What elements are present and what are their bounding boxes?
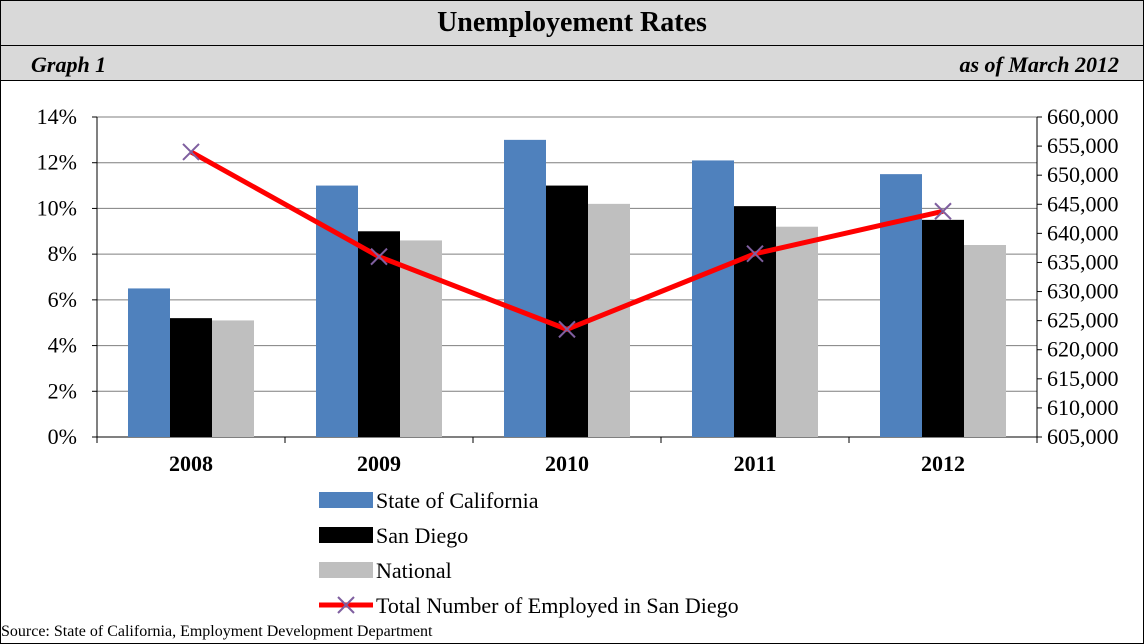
bar-state-of-california [692, 160, 734, 437]
category-label: 2009 [357, 451, 401, 476]
legend-label: Total Number of Employed in San Diego [376, 593, 739, 618]
left-tick-label: 4% [48, 333, 77, 358]
bar-state-of-california [128, 288, 170, 437]
left-tick-label: 10% [37, 195, 77, 220]
legend-swatch-state-of-california [319, 492, 373, 508]
left-tick-label: 6% [48, 287, 77, 312]
bar-national [776, 226, 818, 437]
employed-marker [182, 143, 200, 161]
bar-san-diego [922, 219, 964, 437]
category-label: 2008 [169, 451, 213, 476]
legend-label: National [376, 558, 452, 583]
left-tick-label: 14% [37, 104, 77, 129]
right-tick-label: 625,000 [1047, 308, 1119, 333]
source-note: Source: State of California, Employment … [1, 623, 433, 640]
chart-title: Unemployement Rates [437, 7, 707, 38]
bar-national [964, 245, 1006, 437]
right-tick-label: 650,000 [1047, 162, 1119, 187]
employed-marker [370, 247, 388, 266]
right-tick-label: 655,000 [1047, 133, 1119, 158]
right-tick-label: 645,000 [1047, 191, 1119, 216]
bar-national [400, 240, 442, 437]
category-label: 2012 [921, 451, 965, 476]
right-tick-label: 605,000 [1047, 424, 1119, 449]
bar-state-of-california [504, 139, 546, 437]
right-tick-label: 660,000 [1047, 104, 1119, 129]
right-tick-label: 630,000 [1047, 279, 1119, 304]
employed-marker [934, 202, 952, 220]
left-tick-label: 8% [48, 241, 77, 266]
right-tick-label: 610,000 [1047, 395, 1119, 420]
title-bar: Unemployement Rates [1, 1, 1143, 46]
date-label: as of March 2012 [959, 52, 1119, 77]
legend-label: San Diego [376, 523, 468, 548]
employed-marker [746, 245, 764, 263]
legend-swatch-national [319, 562, 373, 578]
right-tick-label: 615,000 [1047, 366, 1119, 391]
bar-san-diego [734, 206, 776, 437]
left-tick-label: 2% [48, 378, 77, 403]
right-tick-label: 635,000 [1047, 249, 1119, 274]
category-label: 2011 [734, 451, 777, 476]
right-tick-label: 620,000 [1047, 337, 1119, 362]
legend-swatch-san-diego [319, 527, 373, 543]
graph-label: Graph 1 [31, 52, 107, 77]
legend-label: State of California [376, 488, 539, 513]
left-tick-label: 12% [37, 150, 77, 175]
bar-san-diego [170, 318, 212, 437]
bar-san-diego [358, 231, 400, 437]
bar-national [212, 320, 254, 437]
subtitle-bar: Graph 1 as of March 2012 [1, 46, 1143, 81]
left-tick-label: 0% [48, 424, 77, 449]
bar-state-of-california [880, 174, 922, 437]
legend-swatch-employed-marker [337, 596, 355, 614]
category-label: 2010 [545, 451, 589, 476]
right-tick-label: 640,000 [1047, 220, 1119, 245]
bar-san-diego [546, 185, 588, 437]
employed-marker [558, 320, 576, 339]
